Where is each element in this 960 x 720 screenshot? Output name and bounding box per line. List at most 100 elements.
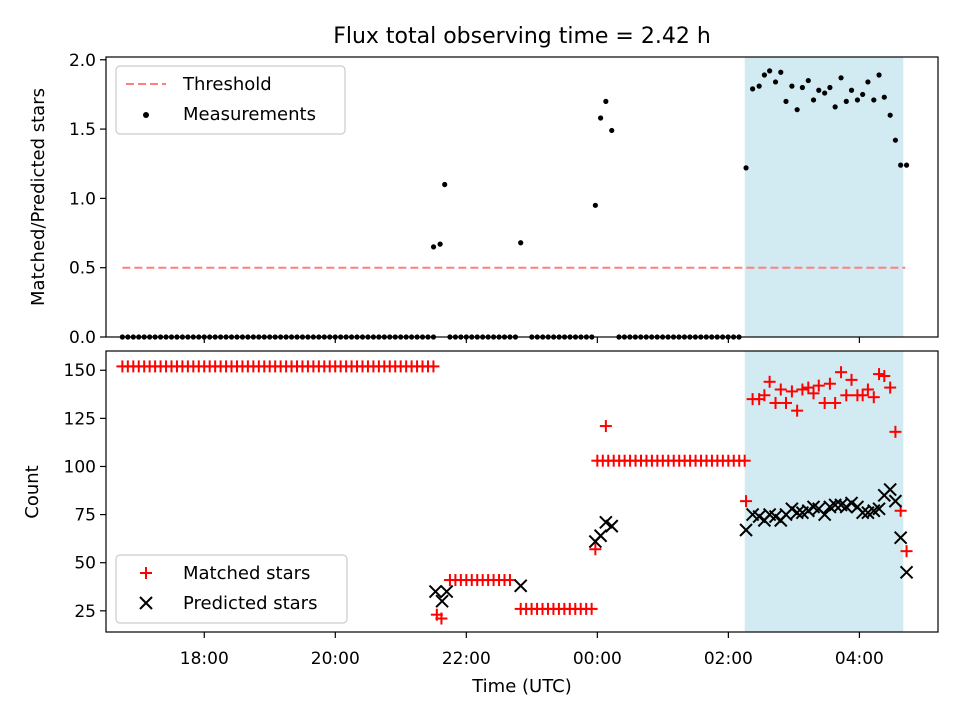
matched-star-point <box>900 545 913 558</box>
measurement-point <box>816 87 822 93</box>
count-x-tick-label: 04:00 <box>835 649 884 669</box>
ratio-y-tick-label: 0.5 <box>69 259 96 279</box>
count-x-tick-label: 18:00 <box>180 649 229 669</box>
measurement-point <box>598 115 604 121</box>
matched-star-point <box>873 368 886 381</box>
measurement-point <box>743 165 749 171</box>
predicted-star-point <box>817 507 832 522</box>
count-y-axis: 25 50 75 100 125 150 <box>64 361 106 622</box>
predicted-star-point <box>828 498 842 512</box>
matched-star-point <box>861 383 874 396</box>
measurement-point <box>805 77 811 84</box>
matched-star-point <box>435 612 448 625</box>
matched-star-point <box>780 396 793 409</box>
measurement-point <box>887 112 893 118</box>
matched-star-point <box>785 385 798 398</box>
measurement-point <box>592 202 598 208</box>
measurement-point <box>848 87 855 93</box>
predicted-star-point <box>893 530 908 545</box>
ratio-legend: Threshold Measurements <box>115 65 346 135</box>
measurement-point <box>832 104 838 110</box>
count-marks <box>116 360 914 625</box>
matched-star-point <box>818 396 831 409</box>
measurement-point <box>778 69 784 75</box>
ratio-y-tick-label: 1.5 <box>69 120 96 140</box>
matched-star-point <box>774 383 787 396</box>
count-x-tick-label: 20:00 <box>311 649 360 669</box>
predicted-star-point <box>899 565 914 580</box>
measurement-point <box>838 75 844 81</box>
ratio-y-tick-label: 0.0 <box>69 328 96 348</box>
matched-star-point <box>589 543 602 556</box>
measurement-point <box>881 94 887 100</box>
count-legend-box <box>115 554 348 624</box>
measurement-point <box>827 84 833 91</box>
measurement-point <box>794 107 800 113</box>
measurement-point <box>767 68 773 74</box>
count-y-tick-label: 125 <box>64 409 96 429</box>
matched-star-point <box>829 396 842 409</box>
predicted-star-point <box>888 494 903 508</box>
ratio-y-tick-label: 1.0 <box>69 189 96 209</box>
measurement-point <box>437 241 443 247</box>
ratio-x-ticks <box>203 337 860 343</box>
count-y-tick-label: 150 <box>64 361 96 381</box>
count-x-label: Time (UTC) <box>471 676 572 697</box>
count-y-tick-label: 75 <box>74 506 96 526</box>
predicted-star-point <box>844 496 859 510</box>
measurement-point <box>810 97 817 103</box>
predicted-star-point <box>605 519 619 533</box>
predicted-star-point <box>855 505 870 520</box>
measurement-point <box>518 240 524 246</box>
matched-star-point <box>738 454 751 467</box>
predicted-star-point <box>872 502 886 516</box>
ratio-y-axis: 0.0 0.5 1.0 1.5 2.0 <box>69 51 106 348</box>
count-legend: Matched stars Predicted stars <box>115 554 348 624</box>
legend-measurements-label: Measurements <box>183 104 316 125</box>
measurement-point <box>783 98 789 104</box>
measurement-point <box>871 97 877 103</box>
matched-star-point <box>807 387 820 400</box>
measurement-point <box>442 181 448 188</box>
measurement-point <box>865 79 871 85</box>
predicted-star-point <box>739 523 753 537</box>
matched-star-point <box>796 383 809 396</box>
matched-star-point <box>585 602 598 615</box>
predicted-star-point <box>593 529 608 543</box>
measurement-point <box>609 127 615 134</box>
count-y-label: Count <box>22 465 43 518</box>
count-y-tick-label: 25 <box>74 602 96 622</box>
matched-star-point <box>427 360 440 373</box>
count-y-tick-label: 100 <box>64 457 96 477</box>
count-x-axis: 18:00 20:00 22:00 00:00 02:00 04:00 <box>180 632 884 669</box>
matched-star-point <box>823 377 836 390</box>
predicted-star-point <box>790 505 804 520</box>
matched-star-point <box>740 495 753 508</box>
matched-star-point <box>840 389 853 402</box>
legend-matched-label: Matched stars <box>183 563 310 584</box>
predicted-star-point <box>513 579 528 593</box>
predicted-star-point <box>435 594 449 608</box>
measurement-point <box>876 72 882 78</box>
measurement-point <box>756 83 762 89</box>
measurement-point <box>822 90 828 96</box>
legend-matched-swatch <box>140 567 152 579</box>
measurement-point <box>860 91 866 98</box>
measurement-point <box>772 79 779 85</box>
matched-star-point <box>758 389 771 402</box>
measurement-point <box>898 162 904 168</box>
measurement-point <box>892 137 899 143</box>
legend-threshold-label: Threshold <box>182 74 272 95</box>
predicted-star-point <box>599 515 613 530</box>
legend-predicted-swatch <box>139 596 153 610</box>
predicted-star-point <box>883 482 897 497</box>
chart-title: Flux total observing time = 2.42 h <box>333 24 711 49</box>
measurement-point <box>843 98 849 104</box>
matched-star-point <box>791 404 804 417</box>
matched-star-point <box>889 425 902 438</box>
count-x-tick-label: 00:00 <box>573 649 622 669</box>
measurement-point <box>854 97 861 103</box>
predicted-star-point <box>439 584 454 599</box>
matched-star-point <box>503 574 516 587</box>
